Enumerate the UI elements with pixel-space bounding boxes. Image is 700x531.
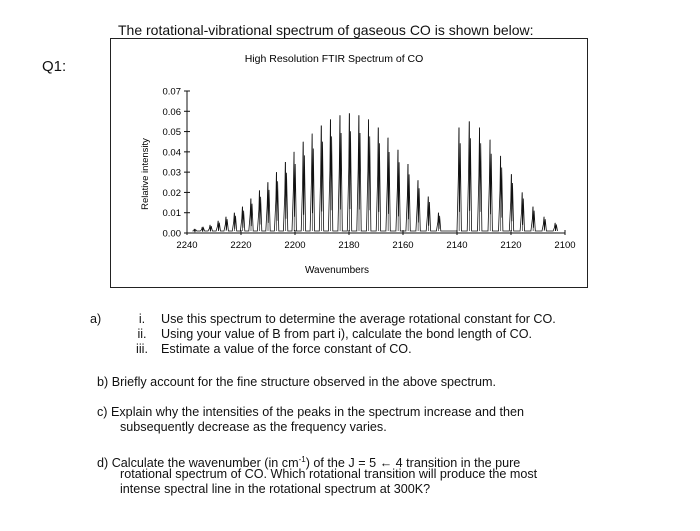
question-d-text-b: ) of the J = 5 ← 4 transition in the pur… xyxy=(305,456,521,471)
question-d-line3: intense spectral line in the rotational … xyxy=(120,482,431,496)
question-d-line1: d) Calculate the wavenumber (in cm-1) of… xyxy=(97,452,520,471)
ftir-spectrum-chart: High Resolution FTIR Spectrum of CO Rela… xyxy=(140,53,576,276)
y-tick-label: 0.03 xyxy=(163,168,182,179)
y-tick-label: 0.01 xyxy=(163,208,182,219)
question-c-line1: c) Explain why the intensities of the pe… xyxy=(97,405,525,419)
question-a-ii-text: Using your value of B from part i), calc… xyxy=(161,327,533,341)
question-c-line2: subsequently decrease as the frequency v… xyxy=(120,420,387,434)
x-tick-label: 2200 xyxy=(284,240,305,251)
roman-numeral: i. xyxy=(138,312,146,326)
roman-numeral: ii. xyxy=(137,327,147,341)
y-axis-label: Relative intensity xyxy=(140,138,151,210)
question-d-line2: rotational spectrum of CO. Which rotatio… xyxy=(120,467,538,481)
x-tick-label: 2240 xyxy=(176,240,197,251)
question-intro: The rotational-vibrational spectrum of g… xyxy=(118,22,534,38)
x-tick-label: 2180 xyxy=(338,240,359,251)
x-tick-label: 2120 xyxy=(500,240,521,251)
question-a-iii-text: Estimate a value of the force constant o… xyxy=(161,342,412,356)
y-tick-label: 0.00 xyxy=(163,229,182,240)
y-tick-label: 0.06 xyxy=(163,107,182,118)
question-a-label: a) xyxy=(90,312,102,326)
y-tick-label: 0.05 xyxy=(163,127,182,138)
y-tick-label: 0.07 xyxy=(163,87,182,98)
x-tick-label: 2220 xyxy=(230,240,251,251)
figure-frame: High Resolution FTIR Spectrum of CO Rela… xyxy=(110,38,588,288)
question-d-text-a: d) Calculate the wavenumber (in cm xyxy=(97,456,299,471)
spectrum-trace xyxy=(192,113,558,233)
question-b: b) Briefly account for the fine structur… xyxy=(97,375,497,389)
plot-area: 0.00 0.01 0.02 0.03 0.04 0.05 0.06 0.07 2240 2220… xyxy=(163,87,576,252)
y-tick-label: 0.04 xyxy=(163,147,182,158)
x-tick-label: 2100 xyxy=(554,240,575,251)
question-number: Q1: xyxy=(42,58,67,75)
x-tick-label: 2140 xyxy=(446,240,467,251)
chart-title: High Resolution FTIR Spectrum of CO xyxy=(245,53,424,65)
x-tick-label: 2160 xyxy=(392,240,413,251)
superscript: -1 xyxy=(298,455,306,464)
y-tick-label: 0.02 xyxy=(163,188,182,199)
x-axis-label: Wavenumbers xyxy=(305,265,369,276)
question-a-i-text: Use this spectrum to determine the avera… xyxy=(161,312,556,326)
roman-numeral: iii. xyxy=(136,342,148,356)
